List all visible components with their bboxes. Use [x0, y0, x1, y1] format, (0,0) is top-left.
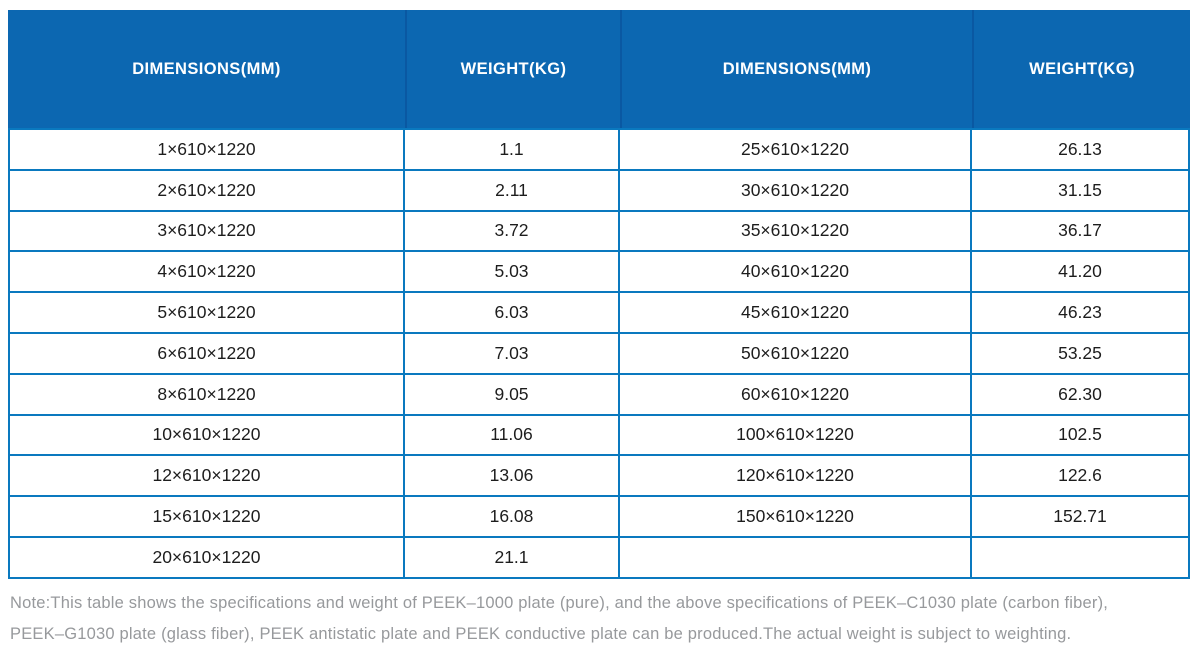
- peek-spec-table: DIMENSIONS(MM) WEIGHT(KG) DIMENSIONS(MM)…: [8, 10, 1190, 579]
- table-row: 8×610×1220 9.05 60×610×1220 62.30: [8, 374, 1190, 416]
- dimension-cell: 100×610×1220: [620, 415, 972, 457]
- dimension-cell: 6×610×1220: [8, 333, 405, 375]
- dimension-cell: 1×610×1220: [8, 128, 405, 171]
- table-note: Note:This table shows the specifications…: [10, 588, 1190, 650]
- dimension-cell: [620, 537, 972, 579]
- dimension-cell: 35×610×1220: [620, 211, 972, 253]
- weight-cell: 26.13: [972, 128, 1190, 171]
- column-header-weight-right: WEIGHT(KG): [972, 10, 1190, 128]
- weight-cell: 36.17: [972, 211, 1190, 253]
- dimension-cell: 15×610×1220: [8, 497, 405, 538]
- dimension-cell: 40×610×1220: [620, 252, 972, 294]
- table-body: 1×610×1220 1.1 25×610×1220 26.13 2×610×1220 2…: [8, 128, 1190, 579]
- weight-cell: 2.11: [405, 170, 620, 212]
- dimension-cell: 20×610×1220: [8, 537, 405, 579]
- weight-cell: 5.03: [405, 252, 620, 294]
- weight-cell: 9.05: [405, 374, 620, 416]
- table-row: 20×610×1220 21.1: [8, 537, 1190, 579]
- dimension-cell: 3×610×1220: [8, 211, 405, 253]
- dimension-cell: 45×610×1220: [620, 293, 972, 334]
- weight-cell: 1.1: [405, 128, 620, 171]
- weight-cell: 152.71: [972, 497, 1190, 538]
- column-header-dimensions-right: DIMENSIONS(MM): [620, 10, 972, 128]
- table-row: 6×610×1220 7.03 50×610×1220 53.25: [8, 333, 1190, 375]
- weight-cell: 46.23: [972, 293, 1190, 334]
- weight-cell: 53.25: [972, 333, 1190, 375]
- dimension-cell: 120×610×1220: [620, 456, 972, 498]
- dimension-cell: 4×610×1220: [8, 252, 405, 294]
- weight-cell: 21.1: [405, 537, 620, 579]
- dimension-cell: 8×610×1220: [8, 374, 405, 416]
- column-header-dimensions-left: DIMENSIONS(MM): [8, 10, 405, 128]
- weight-cell: 122.6: [972, 456, 1190, 498]
- dimension-cell: 2×610×1220: [8, 170, 405, 212]
- note-line-2: PEEK–G1030 plate (glass fiber), PEEK ant…: [10, 625, 1072, 643]
- dimension-cell: 25×610×1220: [620, 128, 972, 171]
- column-header-weight-left: WEIGHT(KG): [405, 10, 620, 128]
- dimension-cell: 5×610×1220: [8, 293, 405, 334]
- dimension-cell: 30×610×1220: [620, 170, 972, 212]
- weight-cell: 7.03: [405, 333, 620, 375]
- note-line-1: Note:This table shows the specifications…: [10, 594, 1109, 612]
- table-header-row: DIMENSIONS(MM) WEIGHT(KG) DIMENSIONS(MM)…: [8, 10, 1190, 128]
- dimension-cell: 60×610×1220: [620, 374, 972, 416]
- table-row: 5×610×1220 6.03 45×610×1220 46.23: [8, 293, 1190, 334]
- dimension-cell: 150×610×1220: [620, 497, 972, 538]
- table-row: 15×610×1220 16.08 150×610×1220 152.71: [8, 497, 1190, 538]
- weight-cell: 13.06: [405, 456, 620, 498]
- table-row: 10×610×1220 11.06 100×610×1220 102.5: [8, 415, 1190, 457]
- weight-cell: 102.5: [972, 415, 1190, 457]
- weight-cell: 62.30: [972, 374, 1190, 416]
- weight-cell: 41.20: [972, 252, 1190, 294]
- weight-cell: 6.03: [405, 293, 620, 334]
- weight-cell: [972, 537, 1190, 579]
- table-row: 4×610×1220 5.03 40×610×1220 41.20: [8, 252, 1190, 294]
- weight-cell: 11.06: [405, 415, 620, 457]
- dimension-cell: 50×610×1220: [620, 333, 972, 375]
- table-row: 12×610×1220 13.06 120×610×1220 122.6: [8, 456, 1190, 498]
- dimension-cell: 12×610×1220: [8, 456, 405, 498]
- table-row: 2×610×1220 2.11 30×610×1220 31.15: [8, 170, 1190, 212]
- table-row: 3×610×1220 3.72 35×610×1220 36.17: [8, 211, 1190, 253]
- weight-cell: 31.15: [972, 170, 1190, 212]
- table-row: 1×610×1220 1.1 25×610×1220 26.13: [8, 128, 1190, 171]
- dimension-cell: 10×610×1220: [8, 415, 405, 457]
- weight-cell: 16.08: [405, 497, 620, 538]
- weight-cell: 3.72: [405, 211, 620, 253]
